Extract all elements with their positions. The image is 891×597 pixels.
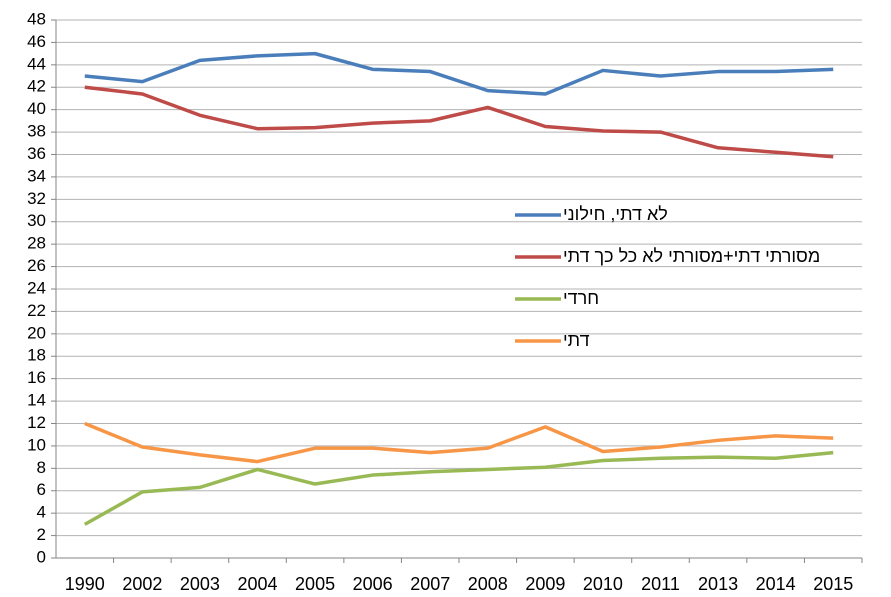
y-tick-label: 46	[27, 32, 46, 51]
series-line	[84, 85, 834, 159]
y-tick-label: 26	[27, 256, 46, 275]
y-tick-label: 8	[37, 458, 46, 477]
y-tick-label: 24	[27, 278, 46, 297]
y-tick-label: 22	[27, 301, 46, 320]
y-tick-label: 4	[37, 503, 46, 522]
x-tick-label: 2009	[525, 574, 565, 594]
x-tick-label: 2004	[237, 574, 277, 594]
series-line	[83, 450, 834, 526]
x-tick-label: 2010	[583, 574, 623, 594]
y-tick-label: 18	[27, 346, 46, 365]
x-tick-label: 2007	[410, 574, 450, 594]
y-tick-label: 44	[27, 54, 46, 73]
x-tick-label: 2002	[122, 574, 162, 594]
x-tick-label: 1990	[65, 574, 105, 594]
legend-label: מסורתי דתי+מסורתי לא כל כך דתי	[563, 246, 820, 266]
x-tick-label: 2013	[698, 574, 738, 594]
y-tick-label: 0	[37, 547, 46, 566]
y-tick-label: 30	[27, 211, 46, 230]
legend-label: דתי	[563, 330, 590, 350]
y-tick-label: 40	[27, 99, 46, 118]
y-tick-label: 20	[27, 323, 46, 342]
y-tick-label: 2	[37, 525, 46, 544]
y-tick-label: 10	[27, 435, 46, 454]
y-tick-label: 6	[37, 480, 46, 499]
x-tick-label: 2006	[353, 574, 393, 594]
x-tick-label: 2005	[295, 574, 335, 594]
y-tick-label: 28	[27, 234, 46, 253]
series-line	[84, 51, 834, 96]
y-tick-label: 48	[27, 9, 46, 28]
y-tick-label: 42	[27, 77, 46, 96]
x-tick-label: 2011	[641, 574, 680, 594]
legend-label: חרדי	[563, 288, 599, 308]
legend-label: לא דתי, חילוני	[563, 204, 668, 224]
x-tick-label: 2003	[180, 574, 220, 594]
y-tick-label: 34	[27, 166, 46, 185]
y-tick-label: 12	[27, 413, 46, 432]
x-tick-label: 2015	[813, 574, 853, 594]
x-tick-label: 2008	[468, 574, 508, 594]
x-tick-label: 2014	[756, 574, 796, 594]
y-tick-label: 36	[27, 144, 46, 163]
series-line	[84, 421, 834, 464]
y-tick-label: 16	[27, 368, 46, 387]
y-tick-label: 14	[27, 391, 46, 410]
y-tick-label: 38	[27, 122, 46, 141]
y-tick-label: 32	[27, 189, 46, 208]
